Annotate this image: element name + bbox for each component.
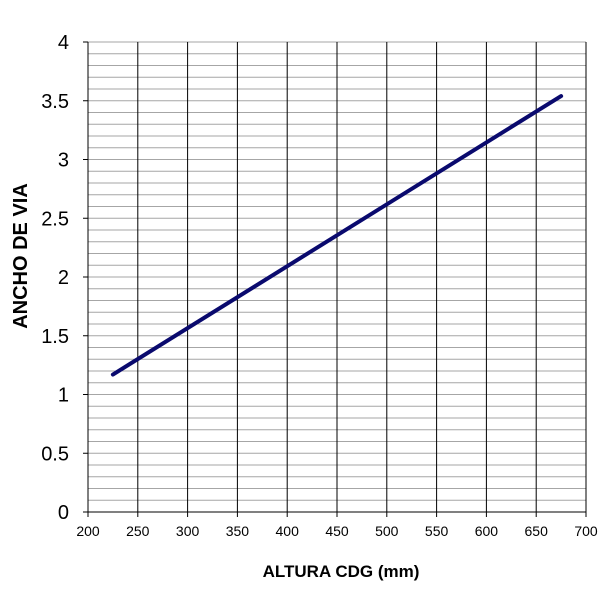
- x-tick-label: 200: [76, 523, 100, 539]
- x-tick-label: 550: [425, 523, 449, 539]
- grid: [88, 41, 587, 512]
- x-tick-label: 250: [126, 523, 150, 539]
- y-tick-label: 3: [58, 150, 69, 172]
- x-tick-label: 300: [176, 523, 200, 539]
- x-tick-label: 500: [375, 523, 399, 539]
- x-axis-label: ALTURA CDG (mm): [263, 562, 420, 581]
- axes: [83, 41, 587, 517]
- y-axis-label: ANCHO DE VIA: [10, 183, 32, 329]
- y-tick-label: 1.5: [41, 326, 69, 348]
- y-tick-label: 2.5: [41, 208, 69, 230]
- y-tick-label: 1: [58, 385, 69, 407]
- x-tick-label: 400: [276, 523, 300, 539]
- y-tick-label: 2: [58, 267, 69, 289]
- y-tick-label: 0.5: [41, 443, 69, 465]
- y-tick-label: 3.5: [41, 91, 69, 113]
- tick-labels: 0 0.5 1 1.5 2 2.5 3 3.5 4 200 250 300 350 400 450 500 55…: [41, 32, 598, 539]
- x-tick-label: 700: [574, 523, 598, 539]
- x-tick-label: 350: [226, 523, 250, 539]
- series: [110, 94, 564, 377]
- y-tick-label: 0: [58, 502, 69, 524]
- x-tick-label: 450: [325, 523, 349, 539]
- x-tick-label: 600: [475, 523, 499, 539]
- y-tick-label: 4: [58, 32, 69, 54]
- series-line: [110, 94, 564, 377]
- x-tick-label: 650: [525, 523, 549, 539]
